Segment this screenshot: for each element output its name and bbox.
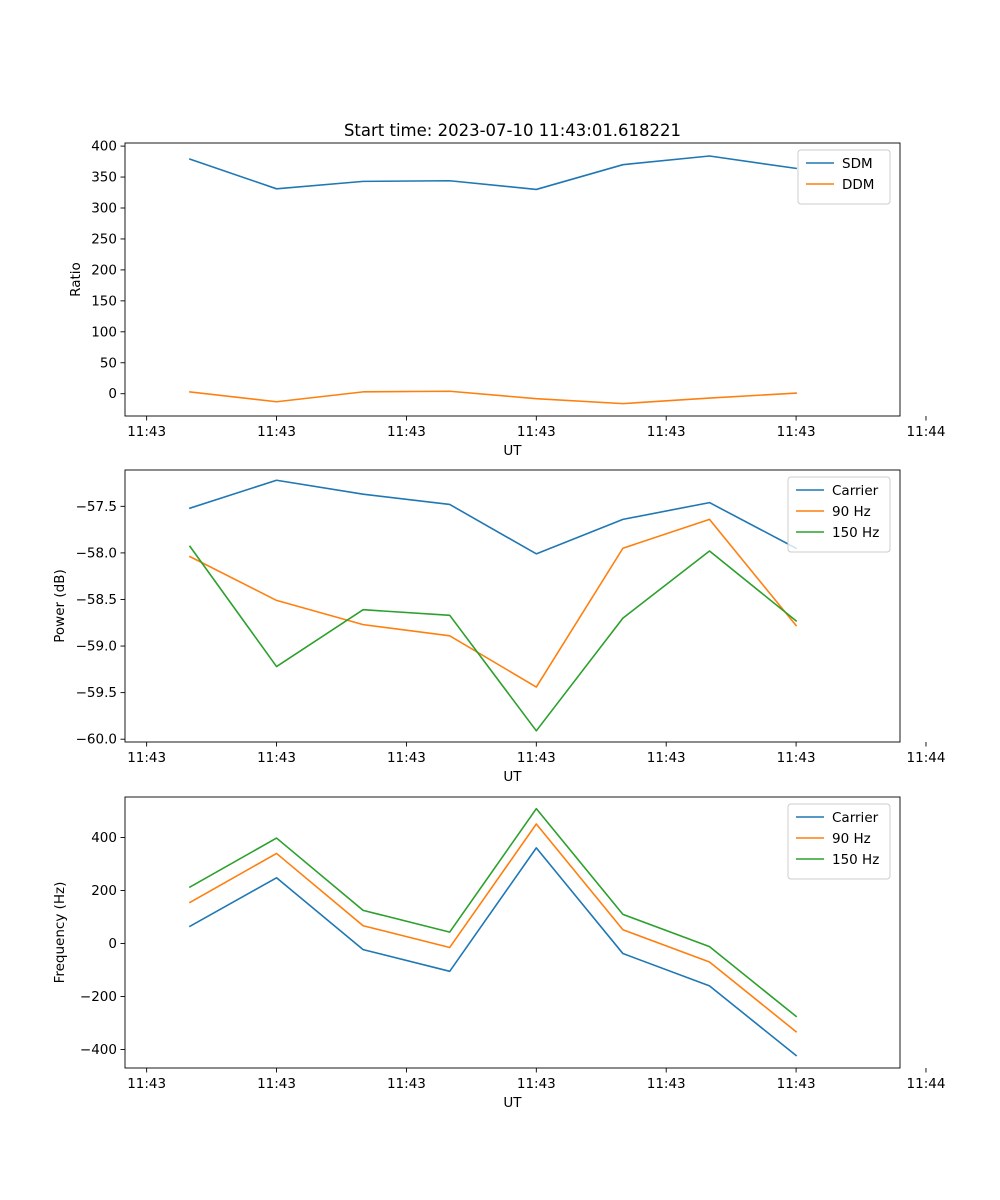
- series-line-carrier: [188, 479, 798, 555]
- y-tick-label: −200: [80, 989, 117, 1005]
- y-tick-label: 200: [91, 883, 117, 899]
- x-tick-label: 11:44: [907, 424, 946, 440]
- x-tick-label: 11:43: [777, 424, 816, 440]
- x-tick-label: 11:43: [777, 1076, 816, 1092]
- x-tick-label: 11:44: [907, 1076, 946, 1092]
- y-tick-label: 0: [108, 936, 117, 952]
- y-axis-label: Ratio: [68, 262, 84, 297]
- x-tick-label: 11:43: [387, 424, 426, 440]
- x-axis-label: UT: [503, 443, 522, 459]
- y-tick-label: 250: [91, 231, 117, 247]
- x-tick-label: 11:43: [257, 750, 296, 766]
- series-line-150-hz: [188, 545, 798, 732]
- x-tick-label: 11:43: [127, 424, 166, 440]
- x-tick-label: 11:43: [257, 424, 296, 440]
- x-tick-label: 11:43: [647, 424, 686, 440]
- panel-2: 11:43 11:43 11:43 11:43 11:43 11:43 11:44 −60.0…: [52, 469, 946, 785]
- plot-frame: [124, 142, 901, 417]
- legend: Carrier 90 Hz 150 Hz: [787, 803, 891, 880]
- plot-frame: [124, 796, 901, 1069]
- y-tick-label: −59.5: [76, 685, 117, 701]
- legend-label: SDM: [842, 156, 873, 172]
- panel-1: 11:43 11:43 11:43 11:43 11:43 11:43 11:44 0 50 10…: [68, 139, 945, 459]
- x-tick-label: 11:44: [907, 750, 946, 766]
- x-tick-label: 11:43: [647, 1076, 686, 1092]
- y-axis-label: Power (dB): [52, 569, 68, 642]
- x-tick-label: 11:43: [517, 1076, 556, 1092]
- legend: SDM DDM: [797, 149, 891, 205]
- x-tick-label: 11:43: [387, 1076, 426, 1092]
- y-tick-label: 400: [91, 139, 117, 155]
- x-axis-label: UT: [503, 1095, 522, 1111]
- x-tick-label: 11:43: [127, 750, 166, 766]
- series-line-sdm: [188, 155, 797, 191]
- y-tick-label: 300: [91, 201, 117, 217]
- legend-label: 150 Hz: [832, 525, 879, 541]
- y-tick-label: −59.0: [76, 639, 117, 655]
- y-tick-label: −58.5: [76, 592, 117, 608]
- legend-label: 90 Hz: [832, 504, 871, 520]
- series-line-90-hz: [188, 518, 798, 688]
- x-tick-label: 11:43: [127, 1076, 166, 1092]
- series-line-ddm: [189, 390, 797, 405]
- y-tick-label: −57.5: [76, 499, 117, 515]
- series-line-150-hz: [188, 807, 798, 1018]
- legend: Carrier 90 Hz 150 Hz: [787, 476, 891, 553]
- series-line-carrier: [188, 847, 798, 1057]
- y-tick-label: 0: [108, 386, 117, 402]
- x-tick-label: 11:43: [647, 750, 686, 766]
- legend-frame: [787, 476, 891, 553]
- y-axis-label: Frequency (Hz): [52, 882, 68, 984]
- x-tick-label: 11:43: [517, 424, 556, 440]
- y-tick-label: 50: [100, 355, 117, 371]
- plot-frame: [124, 469, 901, 743]
- legend-label: 150 Hz: [832, 852, 879, 868]
- y-tick-label: 150: [91, 293, 117, 309]
- legend-label: 90 Hz: [832, 831, 871, 847]
- chart-title: Start time: 2023-07-10 11:43:01.618221: [344, 121, 681, 140]
- y-tick-label: 400: [91, 830, 117, 846]
- legend-label: Carrier: [832, 810, 879, 826]
- x-tick-label: 11:43: [777, 750, 816, 766]
- x-tick-label: 11:43: [257, 1076, 296, 1092]
- y-tick-label: 350: [91, 170, 117, 186]
- legend-label: DDM: [842, 177, 874, 193]
- y-tick-label: 100: [91, 324, 117, 340]
- y-tick-label: −58.0: [76, 545, 117, 561]
- y-tick-label: −60.0: [76, 732, 117, 748]
- y-tick-label: 200: [91, 262, 117, 278]
- x-tick-label: 11:43: [387, 750, 426, 766]
- legend-label: Carrier: [832, 483, 879, 499]
- panel-3: 11:43 11:43 11:43 11:43 11:43 11:43 11:44 −400 −…: [52, 796, 946, 1111]
- x-axis-label: UT: [503, 769, 522, 785]
- x-tick-label: 11:43: [517, 750, 556, 766]
- y-tick-label: −400: [80, 1042, 117, 1058]
- series-line-90-hz: [188, 823, 798, 1033]
- legend-frame: [787, 803, 891, 880]
